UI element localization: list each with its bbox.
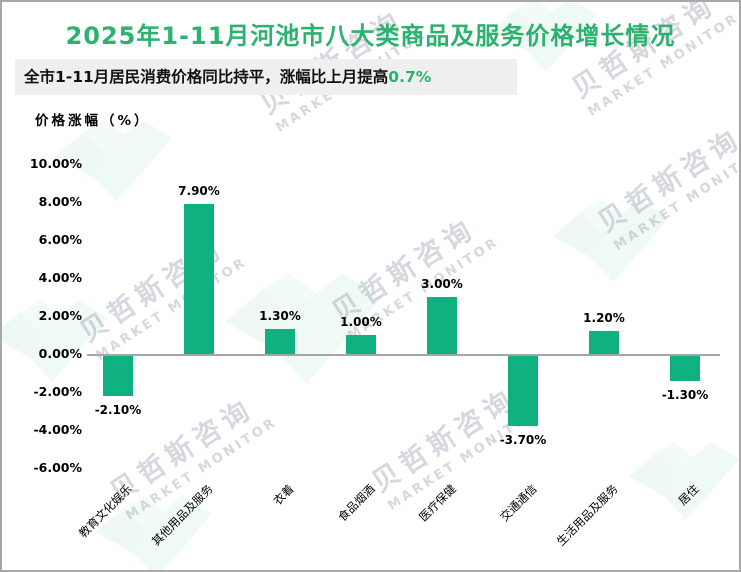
- bar-value-label: 1.20%: [583, 311, 625, 325]
- y-tick-label: -2.00%: [33, 384, 82, 399]
- bar-value-label: 1.00%: [340, 315, 382, 329]
- bar: [589, 331, 619, 354]
- y-tick-label: 2.00%: [38, 308, 82, 323]
- subtitle-text: 全市1-11月居民消费价格同比持平，涨幅比上月提高: [24, 68, 389, 86]
- y-tick-label: 0.00%: [38, 346, 82, 361]
- y-tick-label: 6.00%: [38, 232, 82, 247]
- page-title: 2025年1-11月河池市八大类商品及服务价格增长情况: [65, 22, 676, 50]
- y-tick-label: 8.00%: [38, 194, 82, 209]
- zero-axis-line: [87, 354, 720, 356]
- bar-value-label: -1.30%: [661, 388, 709, 402]
- bar-value-label: 3.00%: [421, 277, 463, 291]
- bar: [184, 204, 214, 354]
- bar-value-label: -3.70%: [499, 433, 547, 447]
- y-axis-unit-label: 价格涨幅（%）: [35, 113, 151, 129]
- y-tick-label: -4.00%: [33, 422, 82, 437]
- y-tick-label: -6.00%: [33, 460, 82, 475]
- y-tick-label: 10.00%: [29, 156, 82, 171]
- bar: [670, 356, 700, 381]
- bar-value-label: 1.30%: [259, 309, 301, 323]
- subtitle-highlight-value: 0.7%: [388, 68, 432, 86]
- bar-value-label: 7.90%: [178, 184, 220, 198]
- bar: [427, 297, 457, 354]
- bar: [346, 335, 376, 354]
- bar: [265, 329, 295, 354]
- category-label: 教育文化娱乐: [75, 481, 135, 541]
- bar: [508, 356, 538, 426]
- y-tick-label: 4.00%: [38, 270, 82, 285]
- bar-value-label: -2.10%: [94, 403, 142, 417]
- subtitle-banner: 全市1-11月居民消费价格同比持平，涨幅比上月提高0.7%: [15, 59, 517, 95]
- bar: [103, 356, 133, 396]
